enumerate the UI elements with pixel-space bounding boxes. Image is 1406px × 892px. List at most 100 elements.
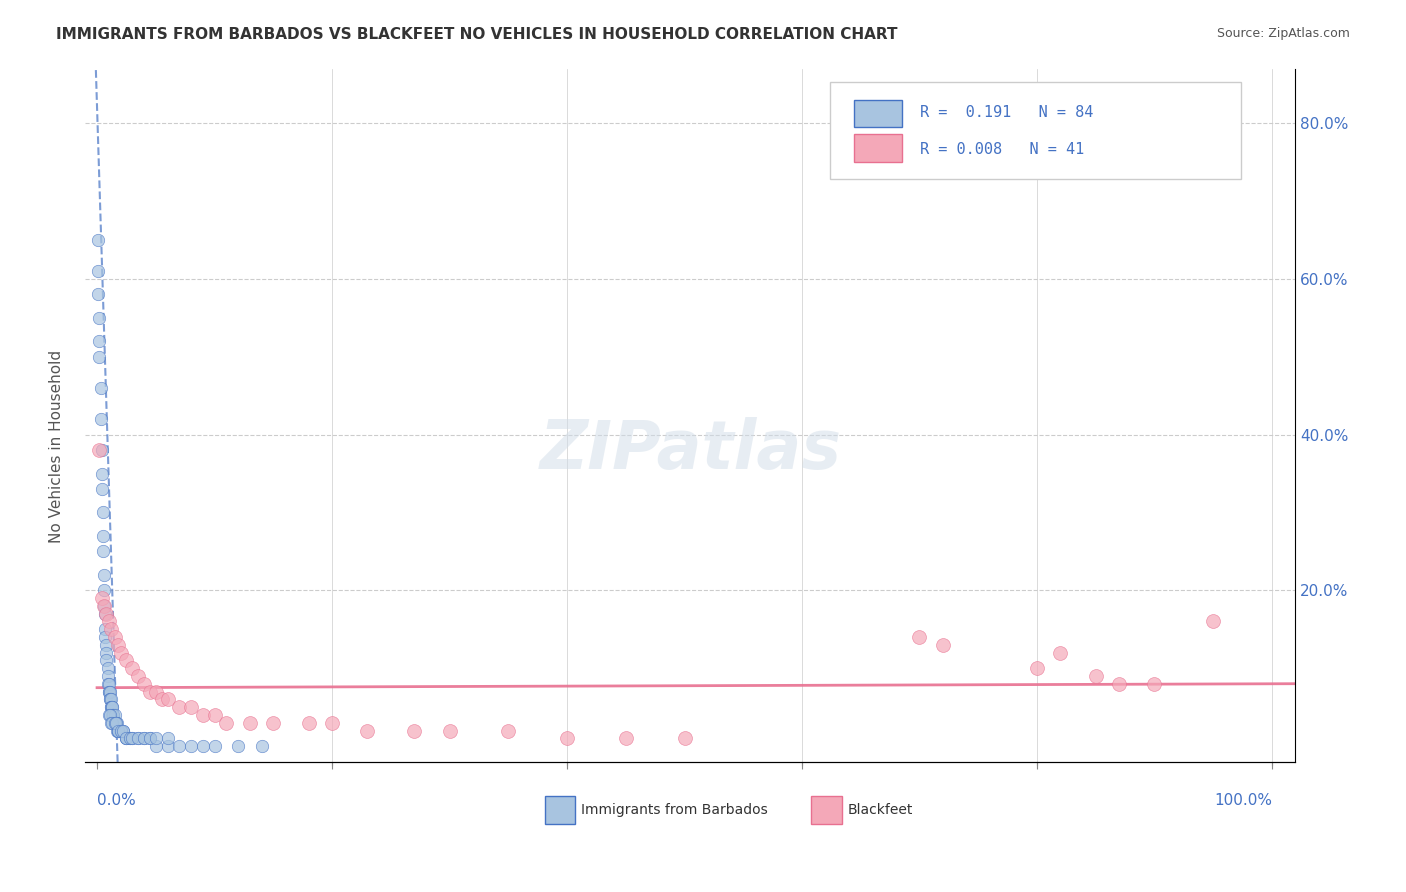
Text: 100.0%: 100.0% [1213, 793, 1272, 808]
Point [96, 646, 118, 660]
Point [91, 529, 114, 543]
Point [1049, 646, 1071, 660]
Point [107, 723, 129, 738]
Bar [546, 797, 575, 824]
Point [93, 599, 115, 613]
Point [93, 583, 115, 598]
Point [104, 715, 127, 730]
Point [215, 715, 238, 730]
Point [97, 707, 120, 722]
Point [132, 677, 155, 691]
Point [98, 707, 121, 722]
Text: 0.0%: 0.0% [97, 793, 136, 808]
Point [111, 723, 134, 738]
Point [97, 615, 120, 629]
Point [94, 607, 117, 621]
Point [404, 723, 426, 738]
Point [180, 700, 202, 714]
Point [91, 505, 114, 519]
Point [104, 630, 127, 644]
Point [90, 591, 112, 606]
Point [90, 381, 112, 395]
Point [107, 723, 129, 738]
Point [156, 739, 179, 753]
Point [90, 482, 112, 496]
Point [180, 739, 202, 753]
Point [226, 739, 249, 753]
Point [127, 731, 149, 746]
Point [118, 731, 141, 746]
Point [156, 692, 179, 706]
Point [90, 443, 112, 458]
Point [101, 715, 124, 730]
Point [96, 653, 118, 667]
Point [121, 661, 143, 675]
Point [96, 607, 118, 621]
Point [107, 638, 129, 652]
Point [89, 350, 111, 364]
Point [908, 630, 931, 644]
Point [127, 731, 149, 746]
Point [111, 723, 134, 738]
Point [356, 723, 378, 738]
Point [555, 731, 578, 746]
Point [98, 692, 121, 706]
Point [105, 715, 128, 730]
Point [105, 723, 128, 738]
Point [100, 622, 122, 636]
Point [97, 677, 120, 691]
Point [115, 731, 138, 746]
Point [110, 723, 132, 738]
Point [262, 715, 284, 730]
Point [150, 692, 173, 706]
Point [103, 707, 125, 722]
Point [100, 692, 122, 706]
Point [89, 310, 111, 325]
Point [127, 669, 149, 683]
Point [94, 622, 117, 636]
Text: IMMIGRANTS FROM BARBADOS VS BLACKFEET NO VEHICLES IN HOUSEHOLD CORRELATION CHART: IMMIGRANTS FROM BARBADOS VS BLACKFEET NO… [56, 27, 898, 42]
Point [297, 715, 319, 730]
Point [101, 707, 124, 722]
Point [239, 715, 262, 730]
Point [1143, 677, 1166, 691]
Point [110, 723, 132, 738]
Point [97, 669, 120, 683]
Point [97, 684, 120, 698]
Point [101, 700, 124, 714]
Bar [853, 100, 903, 128]
Point [132, 731, 155, 746]
Point [97, 661, 120, 675]
Point [121, 731, 143, 746]
Point [107, 723, 129, 738]
Point [132, 731, 155, 746]
Point [191, 707, 214, 722]
Text: ZIPatlas: ZIPatlas [540, 417, 841, 483]
Point [100, 715, 122, 730]
Point [93, 599, 115, 613]
Text: No Vehicles in Household: No Vehicles in Household [49, 350, 63, 542]
Point [169, 739, 191, 753]
Text: R = 0.008   N = 41: R = 0.008 N = 41 [921, 142, 1084, 157]
Point [145, 731, 167, 746]
Point [93, 567, 115, 582]
Point [110, 723, 132, 738]
Text: Source: ZipAtlas.com: Source: ZipAtlas.com [1216, 27, 1350, 40]
Point [496, 723, 519, 738]
Text: R =  0.191   N = 84: R = 0.191 N = 84 [921, 104, 1094, 120]
Point [98, 684, 121, 698]
Point [110, 646, 132, 660]
Point [145, 739, 167, 753]
Point [103, 707, 125, 722]
Point [115, 653, 138, 667]
Point [673, 731, 696, 746]
Point [104, 715, 127, 730]
Point [1202, 615, 1225, 629]
Point [321, 715, 343, 730]
Point [104, 715, 127, 730]
Point [104, 715, 127, 730]
Point [97, 677, 120, 691]
Point [115, 731, 138, 746]
Point [101, 700, 124, 714]
Text: Blackfeet: Blackfeet [848, 803, 912, 817]
